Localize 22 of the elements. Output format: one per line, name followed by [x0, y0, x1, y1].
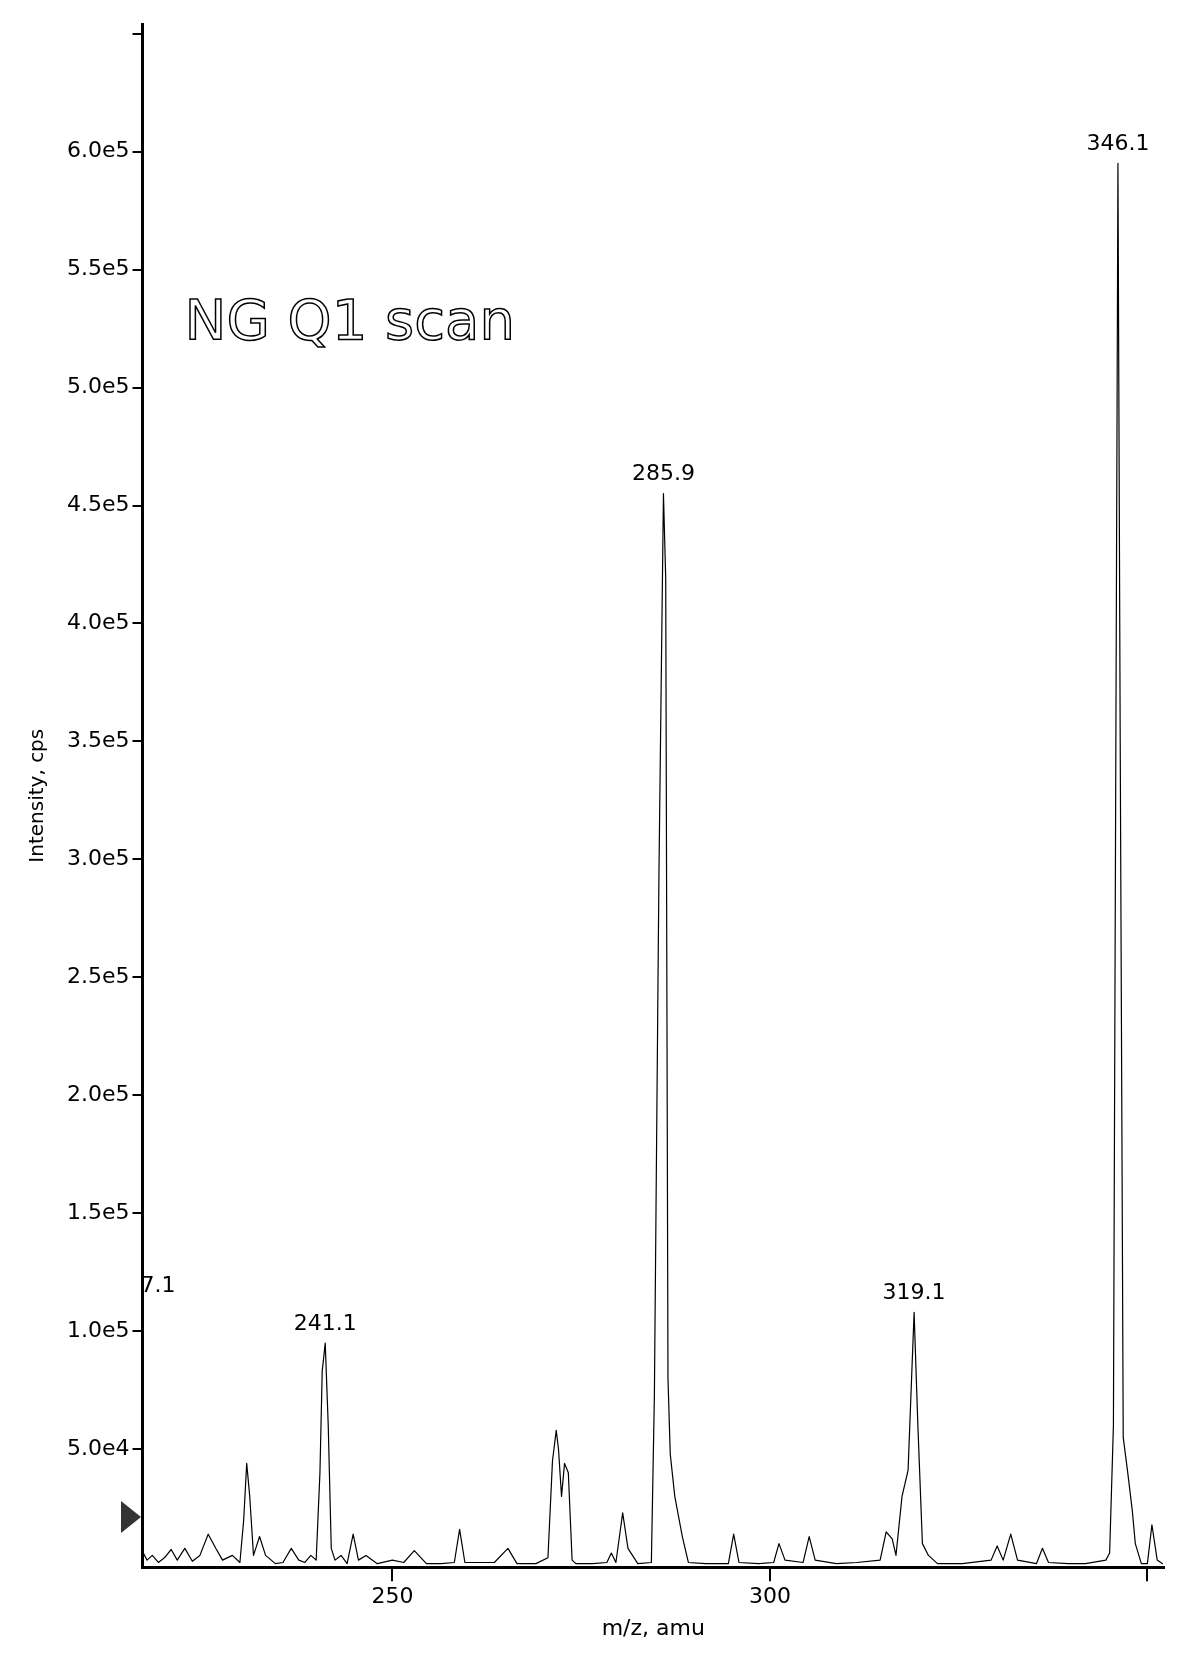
y-tick-label: 2.5e5	[66, 963, 130, 989]
y-tick-label: 6.0e5	[66, 137, 130, 163]
y-tick-label: 3.5e5	[66, 727, 130, 753]
y-tick-label: 5.5e5	[66, 255, 130, 281]
text: NG Q1 scan	[184, 286, 515, 352]
annotation: 241.1	[293, 1309, 357, 1335]
y-tick-label: 3.0e5	[66, 845, 130, 871]
y-tick-label: 4.0e5	[66, 609, 130, 635]
y-tick-label: 2.0e5	[66, 1081, 130, 1107]
x-axis-title: m/z, amu	[601, 1614, 705, 1640]
x-tick-label: 300	[748, 1583, 791, 1609]
y-tick-label: 1.5e5	[66, 1199, 130, 1225]
annotation: 285.9	[631, 460, 695, 486]
annotation: 319.1	[882, 1279, 946, 1305]
y-tick-label: 5.0e5	[66, 373, 130, 399]
annotation: 7.1	[140, 1271, 176, 1297]
annotation: 346.1	[1086, 130, 1150, 156]
y-tick-label: 5.0e4	[66, 1434, 130, 1460]
y-tick-label: 1.0e5	[66, 1316, 130, 1342]
y-axis-title: Intensity, cps	[24, 728, 49, 863]
y-tick-label: 4.5e5	[66, 491, 130, 517]
x-tick-label: 250	[371, 1583, 414, 1609]
